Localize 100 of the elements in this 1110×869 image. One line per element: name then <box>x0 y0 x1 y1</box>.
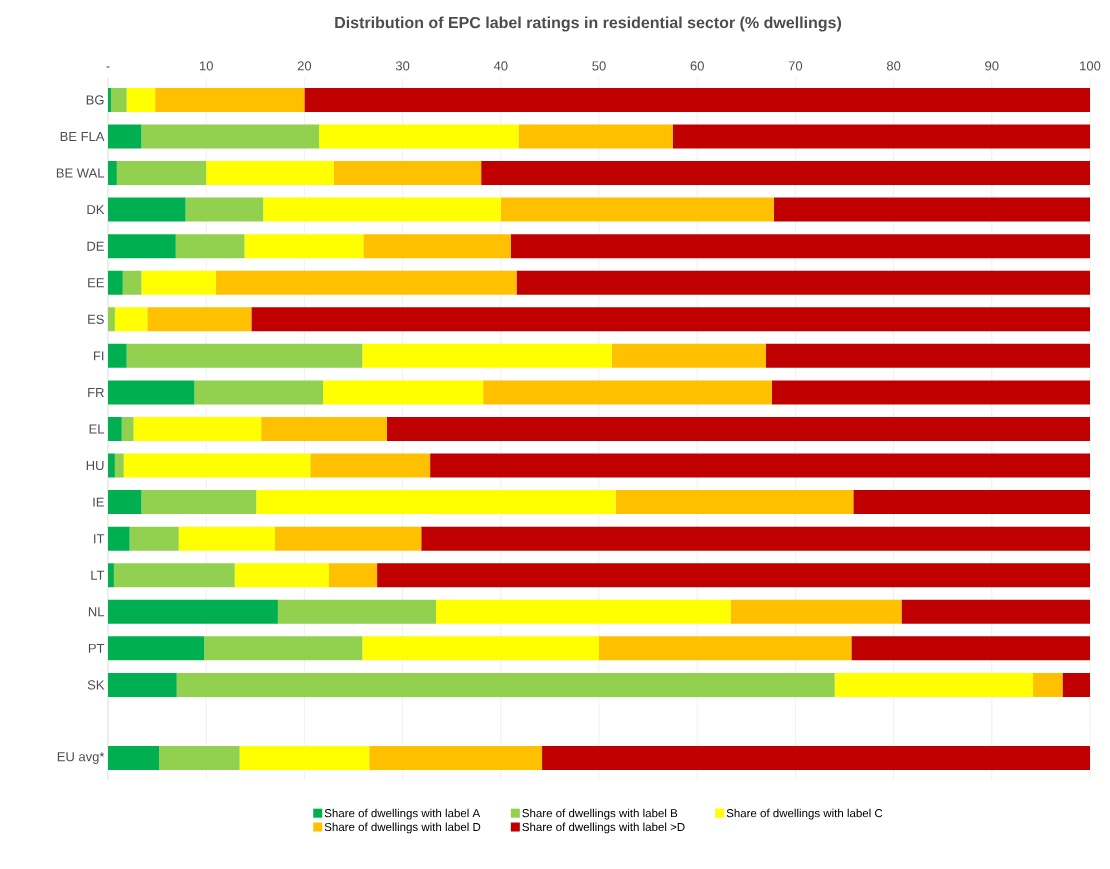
legend-label: Share of dwellings with label D <box>324 822 481 834</box>
y-tick-label: EU avg* <box>57 752 105 764</box>
y-tick-label: EE <box>88 278 104 288</box>
bar <box>129 526 179 551</box>
bar <box>518 124 673 149</box>
bar <box>853 490 1091 515</box>
bar <box>319 124 519 149</box>
bar <box>430 453 1091 478</box>
bar <box>483 380 772 405</box>
bar <box>216 270 517 295</box>
x-tick-label: 70 <box>788 61 803 71</box>
bar <box>611 343 766 368</box>
bar <box>108 270 123 295</box>
y-tick-label: NL <box>88 607 105 617</box>
bar <box>362 343 612 368</box>
x-tick-label: - <box>106 66 110 68</box>
bar <box>323 380 484 405</box>
bar <box>108 599 278 624</box>
bar <box>114 307 148 332</box>
bar <box>108 636 205 661</box>
bar <box>730 599 902 624</box>
x-tick-label: 100 <box>1080 61 1101 71</box>
bar <box>599 636 852 661</box>
bar <box>108 746 160 771</box>
legend-label: Share of dwellings with label C <box>726 808 883 820</box>
bar <box>108 453 115 478</box>
bar <box>516 270 1091 295</box>
bar <box>234 563 329 588</box>
bar <box>421 526 1091 551</box>
bar <box>108 124 142 149</box>
chart-title: Distribution of EPC label ratings in residential sector (% dwellings) <box>335 16 842 32</box>
bar <box>123 453 311 478</box>
bar <box>363 234 511 259</box>
bar <box>851 636 1091 661</box>
bar <box>377 563 1091 588</box>
bar <box>122 270 142 295</box>
x-tick-label: 20 <box>297 61 312 71</box>
bar <box>116 161 207 186</box>
bar <box>1062 672 1091 697</box>
bar <box>1033 672 1063 697</box>
bar <box>274 526 422 551</box>
bar <box>108 161 117 186</box>
y-tick-label: SK <box>87 680 105 690</box>
bar <box>256 490 616 515</box>
bar <box>178 526 275 551</box>
bar <box>500 197 774 222</box>
bar <box>436 599 731 624</box>
y-tick-label: BE WAL <box>56 168 105 178</box>
bar <box>113 563 235 588</box>
bar <box>834 672 1034 697</box>
bar <box>239 746 370 771</box>
bar <box>147 307 252 332</box>
bar <box>765 343 1091 368</box>
y-tick-label: FR <box>88 387 104 397</box>
bar <box>126 87 156 112</box>
bar <box>263 197 501 222</box>
y-tick-label: IT <box>94 534 105 544</box>
y-tick-label: BG <box>86 95 104 105</box>
bar <box>251 307 1091 332</box>
bar <box>773 197 1091 222</box>
bar <box>901 599 1091 624</box>
bar <box>206 161 334 186</box>
bar <box>108 490 142 515</box>
y-tick-label: PT <box>88 643 105 653</box>
bar <box>386 416 1091 441</box>
bar <box>126 343 363 368</box>
x-tick-label: 30 <box>395 61 410 71</box>
bar <box>277 599 436 624</box>
bar <box>304 87 1091 112</box>
x-tick-label: 60 <box>690 61 704 71</box>
y-tick-label: EL <box>89 424 105 434</box>
y-tick-label: IE <box>93 497 104 507</box>
bar <box>108 343 127 368</box>
bar <box>133 416 262 441</box>
bar <box>771 380 1091 405</box>
bar <box>108 234 176 259</box>
y-tick-label: DE <box>87 241 104 251</box>
legend-label: Share of dwellings with label >D <box>522 822 685 834</box>
bar <box>369 746 543 771</box>
bar <box>244 234 364 259</box>
bar <box>114 453 124 478</box>
x-tick-label: 80 <box>886 61 901 71</box>
bar <box>175 234 245 259</box>
bar <box>108 380 195 405</box>
bar <box>615 490 854 515</box>
bar <box>141 490 257 515</box>
x-tick-label: 50 <box>592 61 606 71</box>
bar <box>542 746 1091 771</box>
bar <box>204 636 363 661</box>
y-tick-label: LT <box>91 570 105 580</box>
legend-label: Share of dwellings with label A <box>324 808 481 820</box>
bar <box>328 563 378 588</box>
bar <box>672 124 1091 149</box>
y-tick-label: BE FLA <box>60 132 105 141</box>
bar <box>185 197 264 222</box>
y-tick-label: DK <box>87 205 105 215</box>
bar <box>121 416 134 441</box>
bar <box>108 526 130 551</box>
bar <box>194 380 324 405</box>
x-tick-label: 90 <box>985 61 999 71</box>
